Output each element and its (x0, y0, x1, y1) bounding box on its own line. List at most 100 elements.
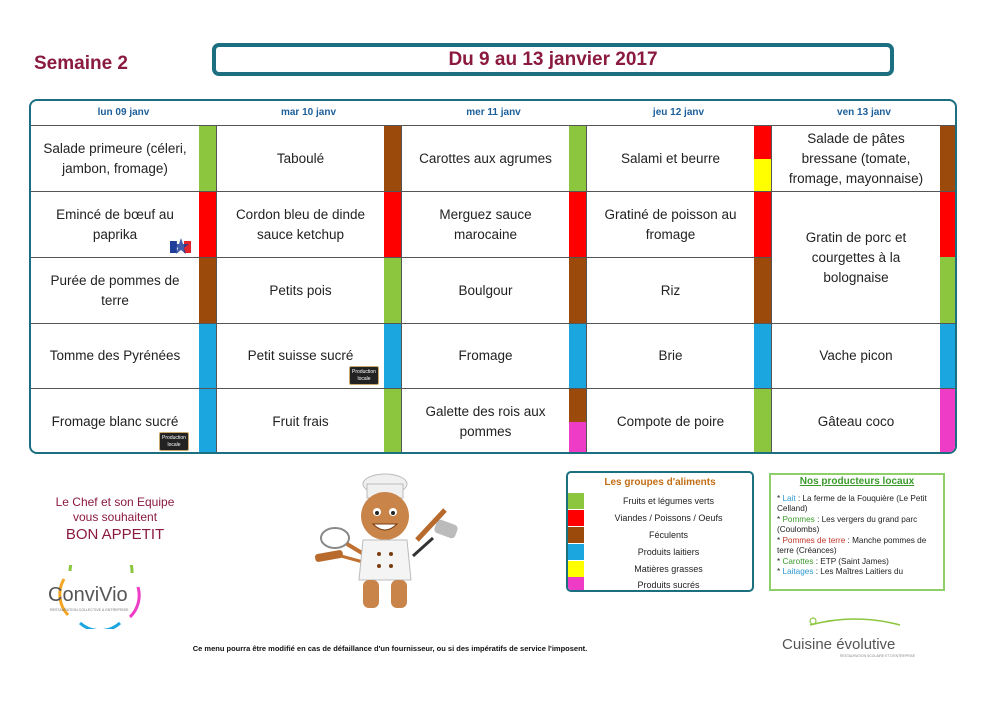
food-group-bar (754, 126, 771, 159)
legend-label: Produits laitiers (637, 547, 700, 557)
menu-item-fri-starter: Salade de pâtes bressane (tomate, fromag… (788, 130, 924, 186)
food-group-bar (940, 126, 955, 191)
col-divider (586, 125, 587, 452)
legend-item: Produits sucrés (568, 577, 752, 590)
row-divider (31, 323, 955, 324)
svg-text:Cuisine évolutive: Cuisine évolutive (782, 636, 895, 653)
menu-item-tue-dairy: Petit suisse sucré (247, 348, 354, 363)
food-group-bar (754, 389, 771, 452)
cuisine-evolutive-logo: Cuisine évolutive RESTAURATION SCOLAIRE … (782, 617, 916, 658)
menu-item-wed-dessert: Galette des rois aux pommes (425, 403, 546, 439)
french-origin-icon (170, 238, 191, 254)
menu-item-mon-dairy: Tomme des Pyrénées (49, 348, 181, 363)
menu-item-thu-dairy: Brie (658, 348, 683, 363)
food-group-bar (754, 324, 771, 388)
food-group-bar (569, 324, 586, 388)
row-divider (771, 191, 955, 192)
producer-item: * Pommes de terre : Manche pommes de ter… (777, 535, 927, 556)
producer-item: * Laitages : Les Maîtres Laitiers du (777, 567, 904, 576)
producer-item: * Carottes : ETP (Saint James) (777, 556, 889, 566)
producer-text: : ETP (Saint James) (815, 556, 889, 566)
chef-message: Le Chef et son Equipe vous souhaitent BO… (30, 495, 200, 542)
legend-item: Fruits et légumes verts (568, 493, 752, 509)
day-header-wed: mer 11 janv (466, 107, 521, 118)
food-group-bar (569, 126, 586, 191)
menu-item-mon-main: Emincé de bœuf au paprika (56, 206, 174, 242)
svg-text:RESTAURATION SCOLAIRE ET D'ENT: RESTAURATION SCOLAIRE ET D'ENTREPRISE (840, 654, 916, 658)
food-group-bar (199, 126, 216, 191)
legend-swatch (568, 544, 584, 560)
bon-appetit: BON APPETIT (65, 526, 165, 543)
day-header-mon: lun 09 janv (97, 107, 150, 118)
food-group-bar (754, 192, 771, 257)
convivio-logo: ConviVio RESTAURATION COLLECTIVE & ENTRE… (48, 565, 141, 629)
producer-key: Laitages (782, 567, 814, 576)
date-range-text: Du 9 au 13 janvier 2017 (448, 48, 658, 70)
food-group-bar (384, 126, 401, 191)
legend-swatch (568, 577, 584, 590)
menu-item-wed-side: Boulgour (458, 282, 513, 298)
menu-item-wed-starter: Carottes aux agrumes (419, 150, 552, 166)
menu-item-wed-main: Merguez sauce marocaine (439, 206, 532, 242)
menu-item-mon-starter: Salade primeure (céleri, jambon, fromage… (43, 140, 187, 176)
food-group-bar (384, 192, 401, 257)
food-group-bar (384, 324, 401, 388)
legend-swatch (568, 561, 584, 577)
menu-item-tue-side: Petits pois (269, 282, 332, 298)
producer-key: Carottes (782, 556, 814, 566)
row-divider (31, 125, 955, 126)
legend-label: Viandes / Poissons / Oeufs (614, 513, 723, 523)
local-product-badge: Production locale (349, 366, 379, 385)
day-header-tue: mar 10 janv (280, 107, 337, 118)
producer-text: : Les Maîtres Laitiers du (815, 567, 904, 576)
menu-item-thu-side: Riz (660, 282, 681, 298)
menu-item-thu-dessert: Compote de poire (616, 413, 725, 429)
legend-label: Féculents (648, 530, 689, 540)
legend-label: Fruits et légumes verts (622, 496, 715, 506)
legend-swatch (568, 527, 584, 543)
producer-key: Pommes de terre (782, 535, 846, 545)
legend-swatch (568, 510, 584, 526)
menu-item-fri-dessert: Gâteau coco (817, 413, 895, 429)
menu-item-fri-dairy: Vache picon (819, 348, 893, 363)
food-group-bar (569, 192, 586, 257)
legend-item: Viandes / Poissons / Oeufs (568, 510, 752, 526)
food-group-bar (199, 324, 216, 388)
day-header-thu: jeu 12 janv (652, 107, 705, 118)
date-range-banner: Du 9 au 13 janvier 2017 (212, 43, 894, 76)
producer-item: * Lait : La ferme de la Fouquière (Le Pe… (777, 493, 927, 514)
legend-label: Produits sucrés (637, 580, 700, 590)
producer-key: Lait (782, 493, 796, 503)
producers-title: Nos producteurs locaux (799, 476, 915, 487)
menu-item-tue-main: Cordon bleu de dinde sauce ketchup (235, 206, 366, 242)
menu-item-mon-dessert: Fromage blanc sucré (51, 413, 179, 429)
food-group-bar (199, 389, 216, 452)
legend-item: Produits laitiers (568, 544, 752, 560)
menu-item-fri-main: Gratin de porc et courgettes à la bologn… (805, 229, 907, 285)
legend-title: Les groupes d'aliments (604, 477, 716, 488)
food-group-bar (569, 422, 586, 452)
menu-item-tue-starter: Taboulé (276, 150, 325, 166)
food-group-bar (384, 389, 401, 452)
menu-item-wed-dairy: Fromage (458, 348, 513, 363)
svg-text:ConviVio: ConviVio (48, 584, 128, 606)
food-group-bar (940, 257, 955, 323)
food-group-bar (940, 389, 955, 452)
chef-mascot-illustration (314, 473, 458, 608)
col-divider (771, 125, 772, 452)
menu-table: lun 09 janv mar 10 janv mer 11 janv jeu … (29, 99, 957, 454)
menu-item-thu-starter: Salami et beurre (620, 150, 721, 166)
food-group-bar (754, 159, 771, 191)
day-header-fri: ven 13 janv (837, 107, 891, 118)
food-group-bar (569, 258, 586, 323)
menu-item-mon-side: Purée de pommes de terre (50, 272, 180, 308)
food-group-bar (569, 389, 586, 422)
week-label: Semaine 2 (34, 53, 128, 74)
chef-line-1: Le Chef et son Equipe (55, 495, 175, 509)
col-divider (401, 125, 402, 452)
menu-item-tue-dessert: Fruit frais (272, 413, 329, 429)
food-groups-legend: Les groupes d'aliments Fruits et légumes… (566, 471, 754, 592)
local-producers-box: Nos producteurs locaux * Lait : La ferme… (769, 473, 945, 591)
local-product-badge: Production locale (159, 432, 189, 451)
food-group-bar (754, 258, 771, 323)
